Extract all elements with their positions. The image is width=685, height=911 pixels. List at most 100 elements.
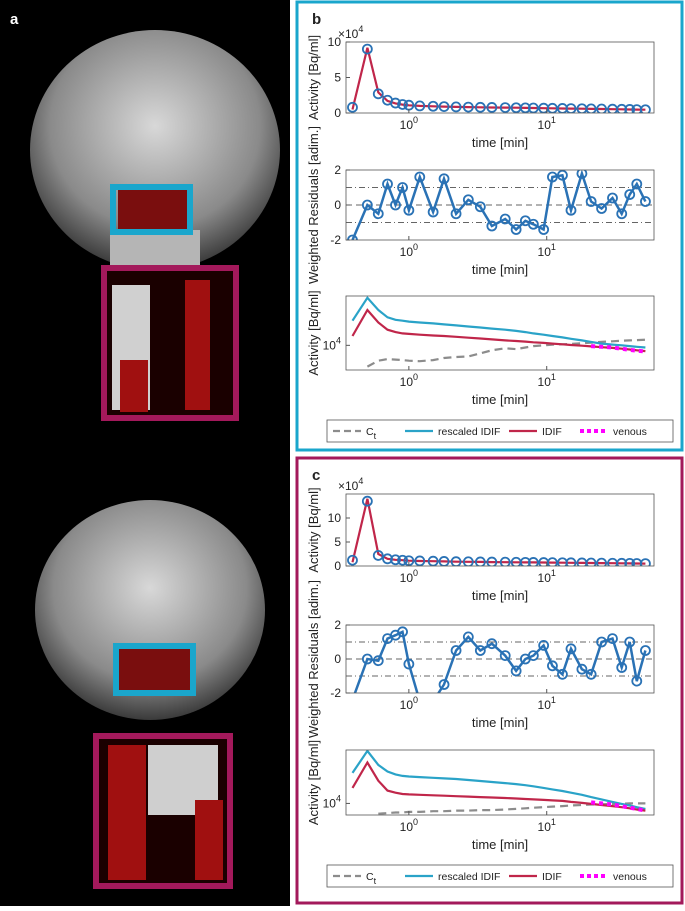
y-axis-label: Activity [Bq/ml] (306, 35, 321, 120)
data-point (438, 173, 450, 185)
x-tick-label: 101 (538, 695, 556, 712)
data-point (450, 556, 462, 566)
plot-area (347, 495, 651, 566)
data-point (414, 100, 426, 112)
y-tick-label: 104 (323, 793, 341, 810)
legend-box (326, 419, 674, 443)
data-point (450, 101, 462, 113)
panel-c-frame (295, 456, 684, 905)
data-point (499, 650, 511, 661)
data-point (361, 653, 373, 665)
data-point (538, 640, 550, 651)
data-point (462, 101, 474, 113)
data-point (474, 101, 486, 113)
data-point (557, 170, 568, 181)
data-point (596, 636, 607, 648)
data-point (565, 643, 577, 655)
data-point (585, 103, 597, 113)
data-point (438, 679, 450, 690)
data-point (403, 658, 415, 670)
data-point (347, 554, 358, 566)
plot-area (351, 750, 646, 815)
data-point (347, 101, 358, 113)
series-line (353, 629, 647, 693)
data-point (565, 557, 577, 566)
panel-label: c (312, 467, 320, 484)
data-point (596, 103, 607, 113)
data-point (624, 189, 636, 200)
data-point (640, 196, 651, 207)
y-tick-label: 5 (334, 535, 341, 549)
data-point (427, 100, 439, 112)
data-point (519, 102, 531, 113)
x-tick-label: 100 (400, 242, 418, 259)
data-point (585, 557, 597, 566)
data-point (616, 557, 628, 566)
y-axis-label: Activity [Bq/ml] (306, 290, 321, 375)
legend-label: venous (613, 426, 647, 438)
data-point (565, 103, 577, 113)
data-point (414, 555, 426, 566)
data-point (348, 695, 357, 704)
data-point (640, 558, 651, 566)
data-point (382, 553, 393, 565)
data-point (527, 218, 539, 230)
y-tick-label: -2 (330, 233, 341, 247)
data-point (547, 660, 558, 672)
data-point (607, 192, 618, 204)
data-point (347, 234, 358, 240)
x-tick-label: 100 (400, 568, 418, 585)
data-point (438, 101, 450, 113)
plot-area (346, 170, 654, 240)
y-tick-label: 0 (334, 106, 341, 120)
data-point (397, 626, 408, 638)
x-axis-label: time [min] (472, 262, 528, 277)
x-axis-label: time [min] (472, 588, 528, 603)
skull-bottom (35, 500, 265, 889)
y-tick-label: 2 (334, 618, 341, 632)
panel-label: b (312, 11, 321, 28)
data-point (486, 220, 498, 232)
plot-area (351, 296, 646, 368)
legend-label: venous (613, 871, 647, 883)
data-point (390, 199, 401, 211)
data-point (486, 638, 498, 650)
y-tick-label: 5 (334, 71, 341, 85)
data-point (372, 88, 384, 100)
data-point (527, 650, 539, 661)
x-tick-label: 100 (400, 817, 418, 834)
data-point (624, 104, 636, 113)
data-point (616, 208, 628, 220)
y-tick-label: 10 (328, 511, 342, 525)
data-point (429, 697, 438, 706)
legend-label: Ct (366, 426, 377, 441)
plot-area (347, 43, 651, 113)
data-point (527, 102, 539, 113)
data-point (596, 203, 607, 214)
y-tick-label: 0 (334, 652, 341, 666)
x-axis-label: time [min] (472, 392, 528, 407)
data-point (397, 554, 408, 566)
legend-label: Ct (366, 871, 377, 886)
data-point (510, 224, 522, 235)
y-axis-label: Activity [Bq/ml] (306, 487, 321, 572)
series-line (366, 338, 646, 368)
data-point (585, 196, 597, 207)
data-point (382, 178, 393, 190)
data-point (576, 663, 588, 675)
x-tick-label: 101 (538, 817, 556, 834)
data-point (565, 204, 577, 216)
data-point (640, 645, 651, 656)
series-line (590, 344, 646, 354)
x-tick-label: 101 (538, 568, 556, 585)
x-tick-label: 101 (538, 242, 556, 259)
y-axis-label: Activity [Bq/ml] (306, 740, 321, 825)
y-multiplier: ×104 (338, 24, 363, 41)
skull-top (30, 30, 280, 421)
data-point (450, 645, 462, 656)
legend-label: IDIF (542, 871, 562, 883)
y-axis-label: Weighted Residuals [adim.] (306, 580, 321, 738)
data-point (624, 558, 636, 566)
y-tick-label: 0 (334, 198, 341, 212)
data-point (499, 213, 511, 225)
